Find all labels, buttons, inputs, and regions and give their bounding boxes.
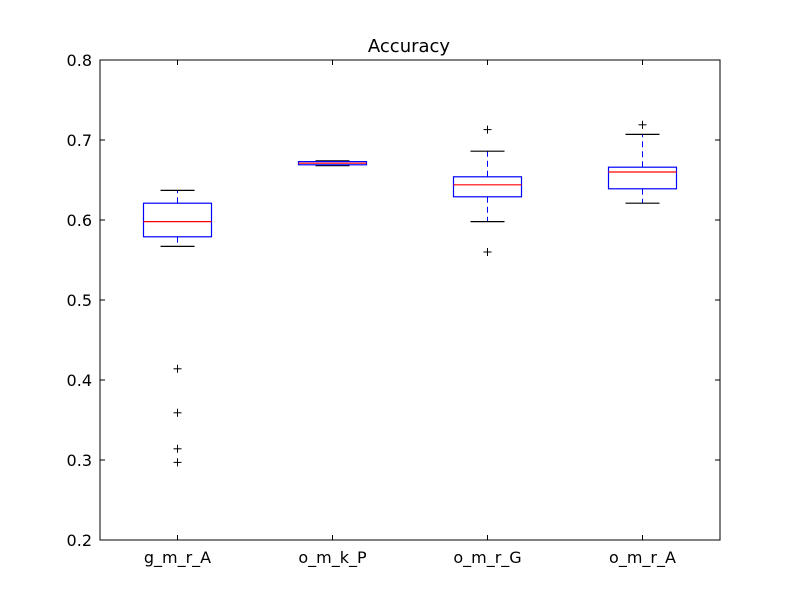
plot-area: 0.2 0.3 0.4 0.5 0.6 0.7 0.8 g_m_r_A o_m_k_P o_m_r… [67,51,721,568]
outlier-point [483,125,492,134]
y-tick-label: 0.4 [67,371,92,390]
box-iqr [607,166,678,190]
box-iqr [452,176,523,198]
y-tick-label: 0.5 [67,291,92,310]
y-tick-label: 0.6 [67,211,92,230]
outlier-point [173,444,182,453]
y-tick-label: 0.3 [67,451,92,470]
box-iqr [142,202,213,238]
outlier-point [173,458,182,467]
y-tick-label: 0.2 [67,531,92,550]
outlier-point [173,364,182,373]
x-tick-label: g_m_r_A [144,548,211,568]
y-tick-label: 0.7 [67,131,92,150]
axes-frame [99,59,721,541]
outlier-point [638,120,647,129]
x-tick-label: o_m_r_A [609,548,676,568]
outlier-point [483,248,492,256]
y-tick-label: 0.8 [67,51,92,70]
x-tick-label: o_m_k_P [298,548,367,568]
chart-title: Accuracy [368,36,451,57]
x-tick-label: o_m_r_G [453,548,521,568]
outlier-point [173,408,182,417]
